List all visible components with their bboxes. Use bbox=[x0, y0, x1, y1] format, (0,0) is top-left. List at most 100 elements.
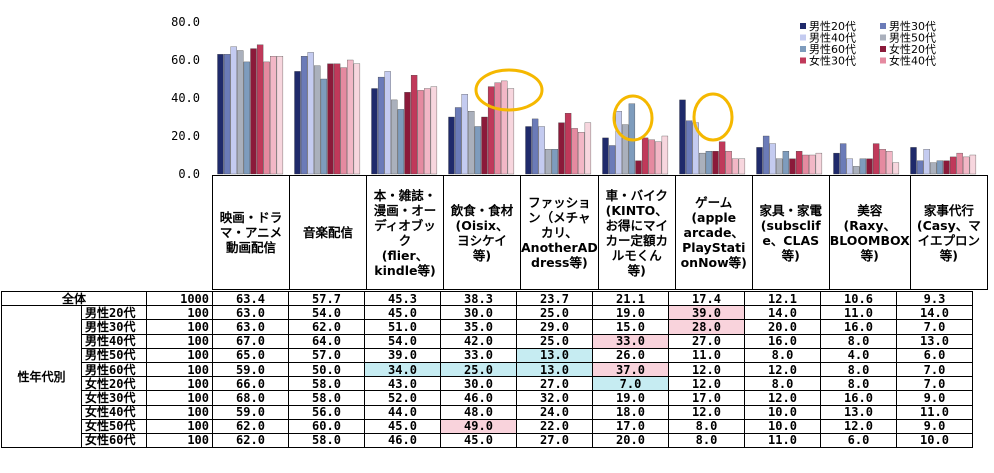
table-cell: 13.0 bbox=[820, 404, 897, 420]
bar bbox=[276, 56, 284, 175]
bar bbox=[872, 143, 880, 175]
table-cell: 13.0 bbox=[896, 333, 973, 349]
row-label: 男性50代 bbox=[81, 347, 147, 363]
table-cell: 30.0 bbox=[440, 376, 517, 392]
table-cell: 8.0 bbox=[668, 432, 745, 449]
bar bbox=[430, 86, 438, 175]
legend-swatch bbox=[800, 57, 806, 64]
row-label: 男性60代 bbox=[81, 361, 147, 378]
bar bbox=[558, 122, 565, 175]
bar bbox=[608, 145, 616, 175]
table-cell: 8.0 bbox=[744, 376, 821, 392]
table-cell: 32.0 bbox=[516, 390, 593, 406]
bar bbox=[320, 78, 328, 175]
legend-swatch bbox=[880, 46, 886, 52]
legend-swatch bbox=[880, 34, 886, 41]
legend-label: 女性40代 bbox=[889, 54, 936, 68]
bar bbox=[571, 128, 578, 175]
legend-label: 女性20代 bbox=[889, 42, 936, 56]
table-cell: 10.0 bbox=[744, 404, 821, 420]
bar bbox=[353, 63, 361, 175]
table-row: 女性30代 100 68.0 58.0 52.0 46.0 32.0 19.0 17.0 12.0… bbox=[2, 390, 973, 406]
bar bbox=[679, 99, 686, 175]
table-cell: 8.0 bbox=[744, 347, 821, 363]
table-cell: 25.0 bbox=[516, 333, 593, 349]
sample-size: 100 bbox=[146, 347, 213, 363]
table-cell: 8.0 bbox=[820, 376, 897, 392]
table-cell: 62.0 bbox=[288, 319, 365, 335]
table-cell: 35.0 bbox=[440, 319, 517, 335]
table-cell: 63.0 bbox=[212, 305, 289, 321]
table-cell: 45.0 bbox=[440, 432, 517, 449]
bar bbox=[648, 139, 655, 175]
bar bbox=[815, 152, 823, 175]
table-cell: 51.0 bbox=[364, 319, 441, 335]
bar bbox=[969, 154, 977, 175]
y-tick-label: 40.0 bbox=[171, 91, 200, 105]
bar bbox=[833, 152, 840, 175]
bar bbox=[655, 141, 662, 175]
bar bbox=[809, 154, 816, 175]
legend-label: 男性50代 bbox=[889, 31, 936, 45]
bar bbox=[307, 52, 314, 175]
bar bbox=[391, 99, 398, 175]
category-label: 音楽配信 bbox=[289, 175, 367, 290]
table-cell: 13.0 bbox=[516, 361, 593, 378]
sample-size: 100 bbox=[146, 319, 213, 335]
bar bbox=[384, 71, 391, 175]
table-cell: 9.0 bbox=[896, 390, 973, 406]
bar bbox=[949, 156, 957, 175]
table-cell: 18.0 bbox=[592, 404, 669, 420]
table-cell: 62.0 bbox=[212, 418, 289, 434]
bar bbox=[892, 162, 900, 175]
table-cell: 48.0 bbox=[440, 404, 517, 420]
sample-size: 100 bbox=[146, 305, 213, 321]
table-cell: 46.0 bbox=[364, 432, 441, 449]
bar bbox=[738, 158, 746, 175]
bar bbox=[930, 162, 937, 175]
legend-swatch bbox=[880, 23, 886, 29]
bar bbox=[795, 151, 803, 175]
bar bbox=[468, 111, 475, 175]
table-cell: 54.0 bbox=[288, 305, 365, 321]
table-cell: 27.0 bbox=[516, 376, 593, 392]
bar bbox=[584, 122, 592, 175]
bar bbox=[223, 54, 231, 175]
legend-label: 男性30代 bbox=[889, 19, 936, 33]
legend-swatch bbox=[880, 57, 886, 64]
table-cell: 38.3 bbox=[440, 290, 517, 307]
table-cell: 9.3 bbox=[896, 290, 973, 307]
bar bbox=[340, 67, 347, 175]
table-cell: 12.0 bbox=[744, 390, 821, 406]
bar bbox=[250, 48, 257, 175]
bar bbox=[551, 149, 559, 175]
table-cell: 17.0 bbox=[592, 418, 669, 434]
table-cell: 44.0 bbox=[364, 404, 441, 420]
legend-label: 男性40代 bbox=[809, 31, 856, 45]
table-cell: 52.0 bbox=[364, 390, 441, 406]
bar bbox=[839, 143, 847, 175]
bar bbox=[545, 149, 552, 175]
table-cell: 50.0 bbox=[288, 361, 365, 378]
bar bbox=[454, 107, 462, 175]
table-row: 男性40代 100 67.0 64.0 54.0 42.0 25.0 33.0 27.0 16.0… bbox=[2, 333, 973, 349]
bar bbox=[615, 111, 622, 175]
bar bbox=[410, 75, 418, 175]
table-row: 男性30代 100 63.0 62.0 51.0 35.0 29.0 15.0 28.0 20.0… bbox=[2, 319, 973, 335]
bar bbox=[487, 86, 495, 175]
table-cell: 16.0 bbox=[744, 333, 821, 349]
category-label: ファッショ ン（メチャ カリ、 AnotherAD dress等) bbox=[520, 175, 599, 290]
table-cell: 57.0 bbox=[288, 347, 365, 363]
sample-size: 100 bbox=[146, 390, 213, 406]
bar bbox=[481, 116, 488, 175]
bar bbox=[789, 158, 796, 175]
table-cell: 12.0 bbox=[820, 418, 897, 434]
legend-label: 男性60代 bbox=[809, 42, 856, 56]
bar bbox=[635, 160, 642, 175]
table-cell: 39.0 bbox=[668, 305, 745, 321]
bar bbox=[564, 113, 572, 175]
bar bbox=[424, 88, 431, 175]
table-row: 女性20代 100 66.0 58.0 43.0 30.0 27.0 7.0 12.0 8.0 8.… bbox=[2, 376, 973, 392]
category-label: 美容 (Raxy、 BLOOMBOX 等) bbox=[828, 175, 911, 290]
